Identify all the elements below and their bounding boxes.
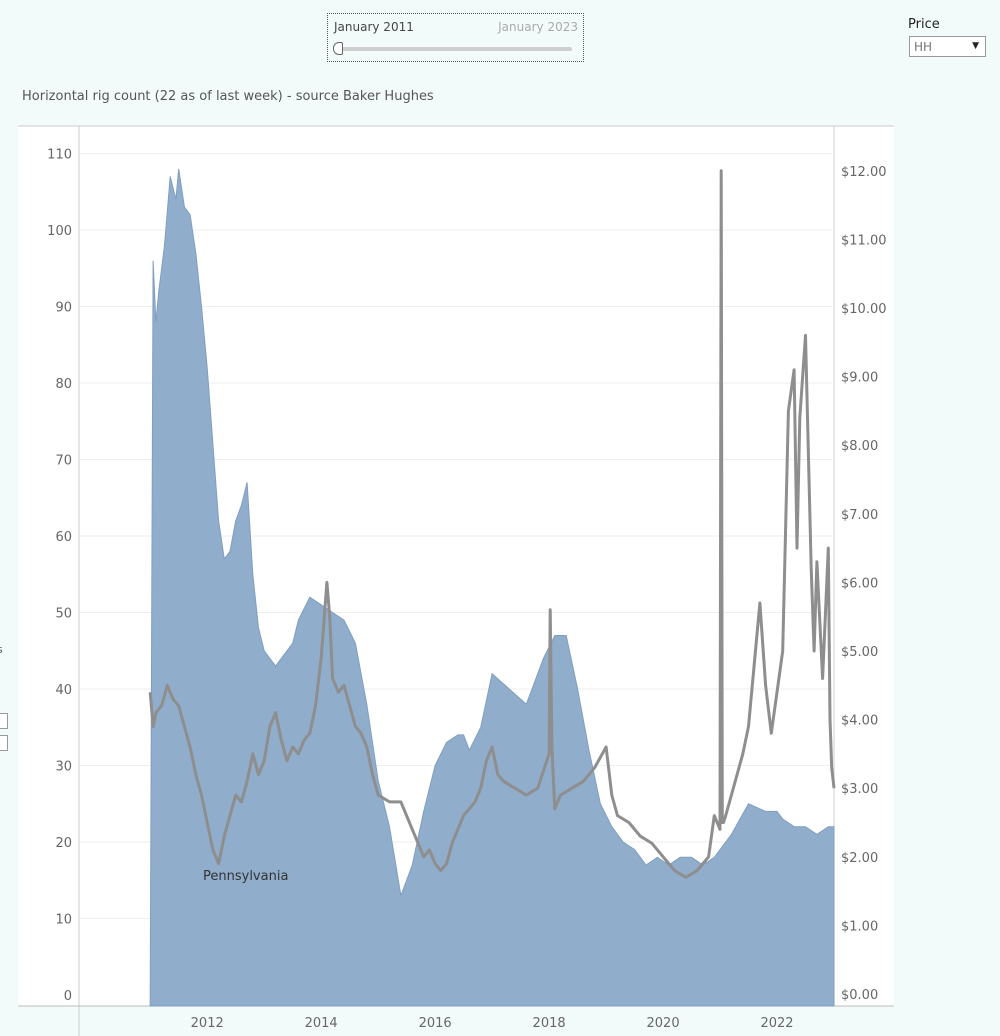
- chevron-down-icon[interactable]: ▼: [972, 41, 979, 51]
- right-tick-label: $11.00: [841, 233, 887, 248]
- left-tick-label: 110: [47, 148, 72, 163]
- rig-count-area: [149, 168, 835, 1007]
- left-tick-label: 10: [55, 913, 72, 928]
- price-dropdown-value: HH: [914, 40, 933, 54]
- clipped-checkbox-2[interactable]: [0, 735, 8, 751]
- right-tick-label: $1.00: [841, 919, 878, 934]
- right-axis-ticks: $0.00 $1.00 $2.00 $3.00 $4.00 $5.00 $6.00 $7.00…: [841, 165, 887, 1003]
- left-tick-label: 50: [55, 607, 72, 622]
- right-tick-label: $2.00: [841, 851, 878, 866]
- price-dropdown[interactable]: HH ▼: [909, 36, 986, 57]
- right-tick-label: $10.00: [841, 302, 887, 317]
- right-tick-label: $9.00: [841, 371, 878, 386]
- price-filter-label: Price: [908, 17, 940, 32]
- x-tick-label: 2018: [533, 1016, 566, 1031]
- left-axis-ticks: 0 10 20 30 40 50 60 70 80 90 100 110: [47, 148, 72, 1005]
- x-tick-label: 2022: [760, 1016, 793, 1031]
- right-tick-label: $0.00: [841, 988, 878, 1003]
- right-tick-label: $7.00: [841, 508, 878, 523]
- date-range-start-label: January 2011: [334, 20, 414, 34]
- price-line: [148, 169, 836, 879]
- x-axis-ticks: 2012 2014 2016 2018 2020 2022: [191, 1016, 794, 1031]
- left-tick-label: 20: [55, 836, 72, 851]
- left-tick-label: 90: [55, 301, 72, 316]
- date-range-start-handle[interactable]: [333, 42, 343, 55]
- right-tick-label: $3.00: [841, 782, 878, 797]
- left-tick-label: 80: [55, 377, 72, 392]
- right-tick-label: $12.00: [841, 165, 887, 180]
- left-tick-label: 40: [55, 683, 72, 698]
- left-tick-label: 100: [47, 224, 72, 239]
- right-tick-label: $6.00: [841, 576, 878, 591]
- clipped-checkbox-1[interactable]: [0, 713, 8, 729]
- clipped-legend-text: s: [0, 643, 3, 656]
- date-range-end-label: January 2023: [498, 20, 578, 34]
- x-tick-label: 2014: [305, 1016, 338, 1031]
- left-tick-label: 70: [55, 454, 72, 469]
- left-tick-label: 60: [55, 530, 72, 545]
- left-tick-label: 30: [55, 760, 72, 775]
- x-tick-label: 2012: [191, 1016, 224, 1031]
- right-tick-label: $5.00: [841, 645, 878, 660]
- chart-title: Horizontal rig count (22 as of last week…: [22, 89, 434, 104]
- right-tick-label: $4.00: [841, 714, 878, 729]
- right-tick-label: $8.00: [841, 439, 878, 454]
- x-tick-label: 2016: [419, 1016, 452, 1031]
- pennsylvania-annotation: Pennsylvania: [203, 869, 288, 884]
- x-tick-label: 2020: [647, 1016, 680, 1031]
- date-range-filter[interactable]: January 2011 January 2023: [327, 13, 584, 62]
- date-range-track[interactable]: [338, 47, 572, 51]
- left-tick-label: 0: [64, 989, 72, 1004]
